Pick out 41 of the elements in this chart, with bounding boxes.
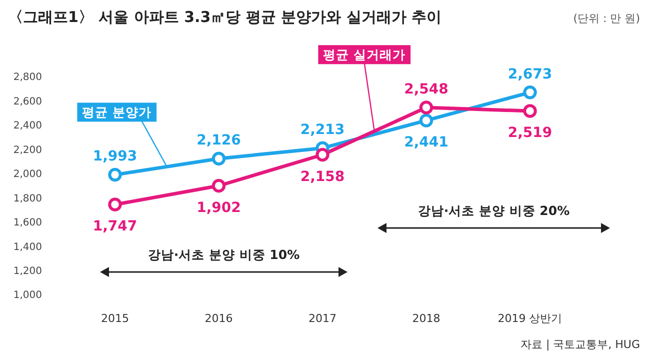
point [108,198,122,212]
x-tick-label: 2019 상반기 [498,312,562,325]
point [108,168,122,182]
text: 자료 | 국토교통부, HUG [520,338,640,351]
y-tick-label: 1,200 [13,266,42,277]
x-tick-label: 2017 [308,312,336,325]
point [316,148,330,162]
point [523,86,537,100]
data-label: 1,902 [196,200,241,216]
data-label: 2,673 [508,66,552,82]
annotation: 강남·서초 분양 비중 20% [418,203,570,218]
point [419,114,434,128]
x-tick-label: 2015 [101,312,129,325]
point [212,178,226,193]
data-label: 2,158 [300,168,345,185]
y-tick-label: 2,800 [13,72,42,84]
chart-title: 〈그래프1〉 서울 아파트 3.3㎡당 평균 분양가와 실거래가 추이 [8,8,442,26]
text: (단위 : 만 원) [573,12,640,25]
y-tick-label: 2,000 [13,169,42,180]
data-label: 2,126 [196,132,241,149]
point [523,104,537,118]
y-tick-label: 1,400 [13,242,42,253]
y-tick-label: 2,200 [13,144,42,156]
text: 평균 분양가 [82,104,152,120]
y-tick-label: 1,800 [13,193,42,204]
point [419,100,434,114]
data-label: 2,519 [508,125,552,142]
y-tick-label: 2,400 [13,120,42,132]
y-tick-label: 1,600 [13,218,42,229]
data-label: 2,213 [300,122,345,138]
x-tick-label: 2016 [204,312,233,325]
x-tick-label: 2018 [412,312,440,325]
data-label: 1,993 [92,148,138,165]
annotation: 강남·서초 분양 비중 10% [148,247,300,262]
data-label: 2,441 [404,134,448,150]
data-label: 2,548 [404,82,448,98]
point [212,152,226,166]
text: 평균 실거래가 [323,47,406,62]
data-label: 1,747 [92,218,138,235]
y-tick-label: 1,000 [13,290,42,302]
y-tick-label: 2,600 [13,96,42,108]
